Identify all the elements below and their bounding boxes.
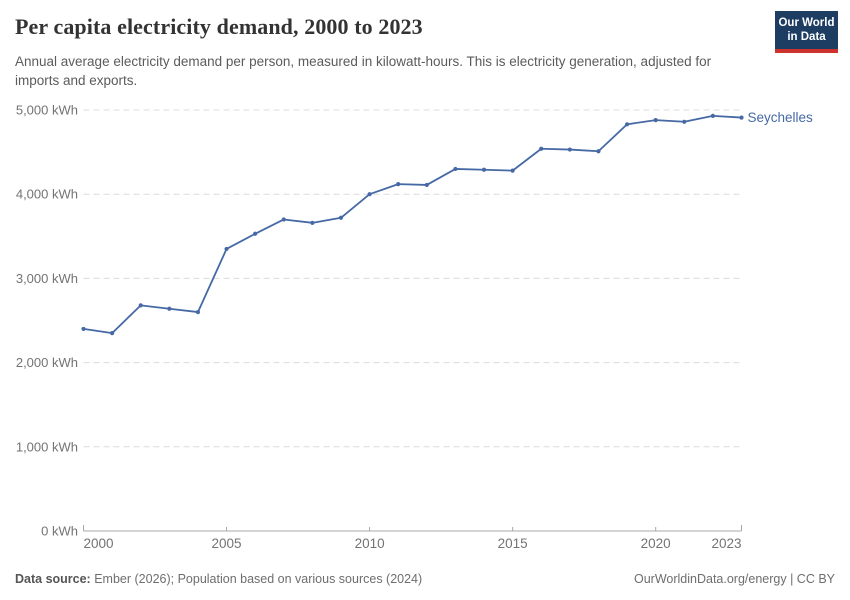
- x-tick-label: 2015: [498, 536, 528, 551]
- data-point[interactable]: [138, 303, 143, 308]
- owid-logo: Our World in Data: [775, 11, 838, 53]
- chart-footer: Data source: Ember (2026); Population ba…: [15, 572, 835, 586]
- y-tick-label: 3,000 kWh: [16, 271, 78, 286]
- owid-url-license: OurWorldinData.org/energy | CC BY: [633, 572, 835, 586]
- data-point[interactable]: [481, 167, 487, 172]
- x-tick-label: 2023: [711, 536, 741, 551]
- data-source-label: Data source:: [15, 572, 91, 586]
- data-point[interactable]: [424, 182, 429, 188]
- data-source-text: Ember (2026); Population based on variou…: [90, 572, 423, 586]
- x-tick-label: 2000: [84, 536, 114, 551]
- owid-logo-line1: Our World: [778, 17, 835, 29]
- owid-logo-line2: in Data: [787, 31, 826, 44]
- data-point[interactable]: [682, 119, 687, 124]
- data-source-note: Data source: Ember (2026); Population ba…: [15, 572, 422, 586]
- x-tick-label: 2020: [641, 536, 671, 551]
- data-point[interactable]: [367, 192, 372, 197]
- data-point[interactable]: [624, 122, 630, 127]
- data-point[interactable]: [596, 149, 601, 154]
- data-point[interactable]: [110, 331, 115, 336]
- data-point[interactable]: [338, 215, 344, 220]
- data-point[interactable]: [739, 115, 744, 120]
- data-point[interactable]: [396, 181, 401, 187]
- chart-subtitle: Annual average electricity demand per pe…: [15, 54, 712, 89]
- data-point[interactable]: [167, 306, 172, 311]
- data-point[interactable]: [567, 147, 572, 152]
- data-point[interactable]: [710, 113, 715, 118]
- data-line-seychelles[interactable]: [82, 114, 743, 335]
- y-tick-label: 0 kWh: [41, 524, 78, 539]
- data-point[interactable]: [281, 217, 286, 222]
- data-point[interactable]: [653, 118, 658, 123]
- data-point[interactable]: [81, 326, 86, 332]
- series-label[interactable]: Seychelles: [748, 110, 814, 125]
- data-point[interactable]: [453, 166, 458, 172]
- data-point[interactable]: [510, 168, 515, 173]
- data-point[interactable]: [539, 146, 544, 151]
- data-point[interactable]: [195, 309, 201, 315]
- y-tick-label: 2,000 kWh: [16, 355, 78, 370]
- y-tick-label: 5,000 kWh: [16, 103, 78, 118]
- data-point[interactable]: [253, 231, 258, 236]
- data-point[interactable]: [224, 246, 229, 252]
- y-tick-label: 4,000 kWh: [16, 187, 78, 202]
- y-tick-label: 1,000 kWh: [16, 439, 78, 454]
- x-tick-label: 2005: [212, 536, 242, 551]
- x-tick-label: 2010: [355, 536, 385, 551]
- data-point[interactable]: [310, 220, 315, 225]
- page-title: Per capita electricity demand, 2000 to 2…: [15, 14, 423, 39]
